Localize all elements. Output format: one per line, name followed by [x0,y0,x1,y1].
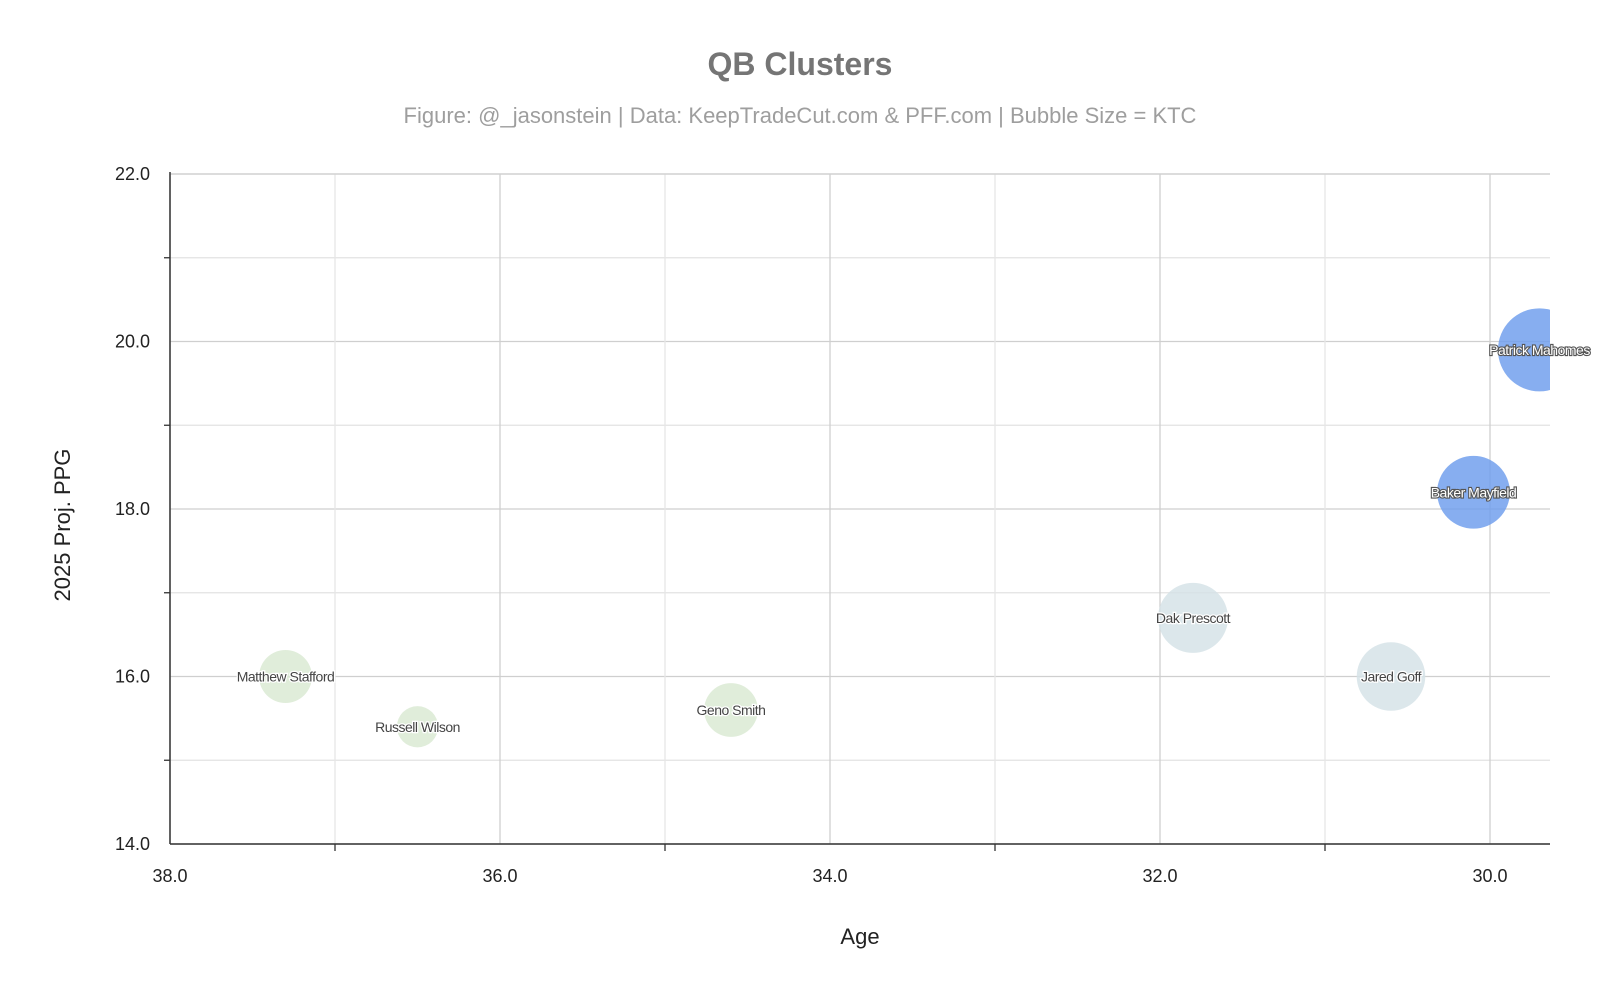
bubble-label: Matthew Stafford [237,669,335,685]
x-tick-label: 38.0 [152,866,187,886]
x-tick-label: 30.0 [1472,866,1507,886]
bubble-label: Russell Wilson [375,719,460,735]
bubble [1437,455,1510,529]
bubble-labels: Josh AllenLamar JacksonJalen HurtsJayden… [235,341,1591,736]
bubble [259,650,312,703]
bubble-label: Jared Goff [1361,669,1422,685]
x-tick-label: 32.0 [1142,866,1177,886]
x-tick-label: 34.0 [812,866,847,886]
bubble-label: Patrick Mahomes [1489,342,1590,358]
y-tick-label: 14.0 [115,834,150,854]
bubble [396,706,439,748]
bubble-label: Geno Smith [697,702,766,718]
x-tick-label: 36.0 [482,866,517,886]
bubble [704,683,758,737]
grid-lines [169,173,1550,845]
y-tick-label: 20.0 [115,332,150,352]
bubble [1158,582,1228,653]
chart-subtitle: Figure: @_jasonstein | Data: KeepTradeCu… [403,103,1197,128]
axes: 14.0 16.0 18.0 20.0 22.0 38.0 36.0 34.0 32.0 30.0… [115,164,1550,886]
y-axis-title: 2025 Proj. PPG [50,449,75,602]
bubbles [259,308,1550,748]
bubble [1356,642,1426,711]
bubble-label: Dak Prescott [1156,610,1231,626]
chart-title: QB Clusters [707,46,893,82]
bubble [1497,308,1550,392]
bubble-label: Baker Mayfield [1431,484,1517,500]
y-tick-label: 22.0 [115,164,150,184]
x-axis-title: Age [840,924,879,949]
y-tick-label: 18.0 [115,499,150,519]
y-tick-label: 16.0 [115,667,150,687]
